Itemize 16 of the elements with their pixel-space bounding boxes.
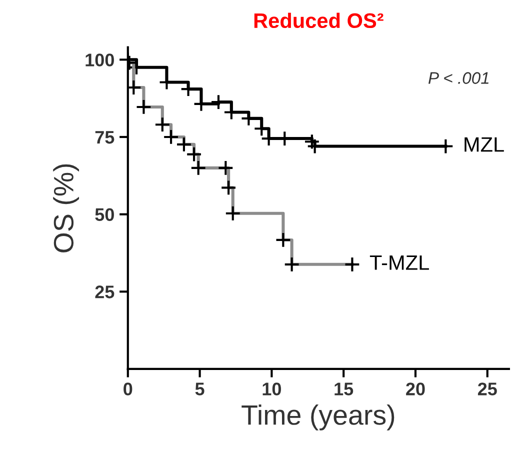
series-label: MZL [464,137,504,152]
x-tick-label: 10 [262,382,281,396]
x-axis-title: Time (years) [242,404,394,430]
x-tick-label: 0 [124,382,132,396]
annotation: P < .001 [428,72,488,84]
y-tick-label: 100 [86,54,114,66]
y-tick-label: 75 [95,131,114,144]
chart-title: Reduced OS² [254,12,384,28]
x-tick-label: 20 [406,382,425,396]
series-label: T-MZL [370,255,429,270]
y-axis-title: OS (%) [53,164,80,252]
x-tick-label: 5 [195,382,204,396]
x-tick-label: 15 [334,382,354,396]
y-tick-label: 25 [95,286,114,298]
y-tick-label: 50 [95,208,114,222]
x-tick-label: 25 [478,382,497,396]
